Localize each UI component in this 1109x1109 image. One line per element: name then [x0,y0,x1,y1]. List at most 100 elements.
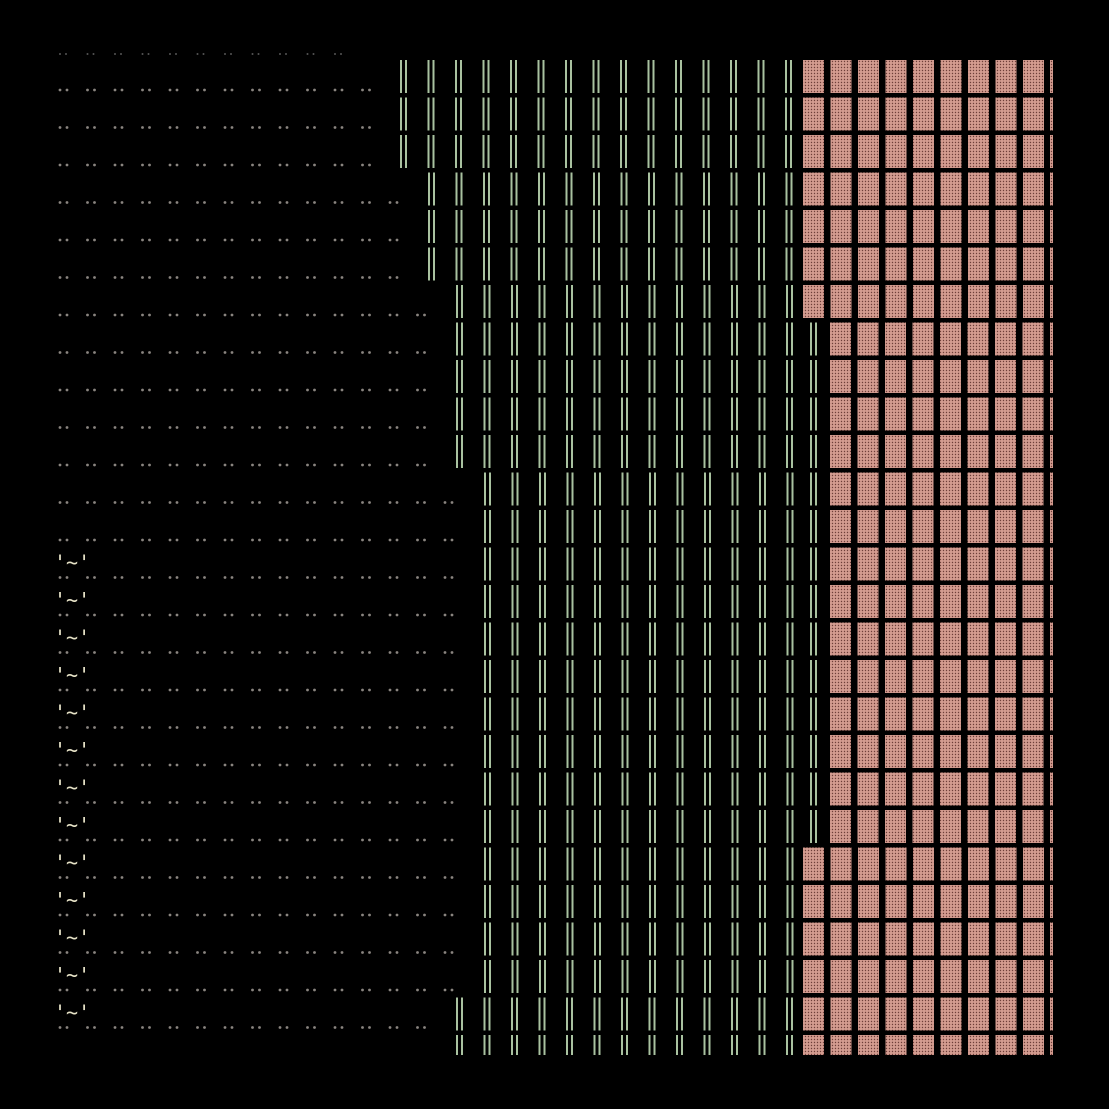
dot [58,876,62,879]
green-line [511,960,514,993]
dot [368,126,371,129]
pink-block [858,285,879,318]
green-line [516,285,518,318]
dot [86,426,89,429]
green-line [621,922,624,956]
dot [258,913,261,917]
pink-block [912,735,934,768]
green-line [566,922,569,956]
dot [148,426,151,429]
dot [65,238,69,242]
green-line [709,660,711,693]
green-line [731,435,733,468]
dot [169,53,171,55]
dot [203,538,206,542]
pink-block [830,885,852,918]
dot [251,801,254,804]
green-line [762,60,765,93]
green-line [681,885,684,918]
pink-sliver [1050,210,1053,243]
dot [423,1026,426,1029]
dot [368,913,371,917]
pink-block [967,547,989,581]
green-line [730,247,733,281]
pink-block [995,922,1017,956]
green-line [735,172,738,206]
pink-block [830,360,851,393]
dot [313,651,316,654]
dot [196,876,199,879]
dot [313,1026,316,1029]
dot [258,613,261,617]
green-line [489,772,491,806]
dot [333,313,337,317]
dot [120,53,122,55]
dot [175,313,179,317]
green-line [488,247,490,281]
dot [416,501,419,504]
dot [175,801,179,804]
green-line [487,97,490,131]
pink-sliver [1050,135,1053,168]
dot [223,276,227,279]
green-line [515,172,518,206]
green-line [484,735,486,768]
dot [203,126,206,129]
pink-block [1022,735,1044,768]
dot [278,576,282,579]
dot [416,313,419,317]
dot [58,988,62,992]
green-line [764,697,766,731]
dot [175,351,179,354]
dot [113,238,117,242]
green-line [538,172,540,206]
dot [93,688,96,692]
dot [230,53,232,55]
green-line [593,172,595,206]
pink-block [995,397,1016,431]
dot [93,913,96,917]
green-line [621,622,624,656]
green-line [511,472,514,506]
dot [86,538,89,542]
dot [196,538,199,542]
green-line [511,735,514,768]
dot [223,351,227,354]
pink-block [1022,660,1044,693]
green-line [681,772,684,806]
dot [93,313,96,317]
pink-block [885,247,907,281]
dot [333,538,337,542]
dot [251,913,254,917]
dot [148,838,151,842]
green-line [566,360,568,393]
green-line [542,97,545,131]
dot [113,463,117,467]
green-line [649,585,651,618]
pink-block [967,360,989,393]
dot [93,988,96,992]
dot [230,951,234,954]
dot [340,1026,344,1029]
green-line [571,960,574,993]
dot [333,426,337,429]
green-line [763,997,766,1031]
green-line [488,997,491,1031]
green-line [810,435,812,468]
dot [93,501,96,504]
green-line [759,847,761,881]
pink-block [967,397,989,431]
green-line [538,285,541,318]
dot [340,688,344,692]
dot [230,613,234,617]
green-line [648,360,651,393]
dot [423,988,426,992]
dot [340,913,344,917]
green-line [730,172,733,206]
pink-block [830,1035,852,1055]
pink-block [830,735,851,768]
dot [258,88,261,92]
dot [203,613,206,617]
pink-block [995,435,1016,468]
dot [141,463,144,467]
